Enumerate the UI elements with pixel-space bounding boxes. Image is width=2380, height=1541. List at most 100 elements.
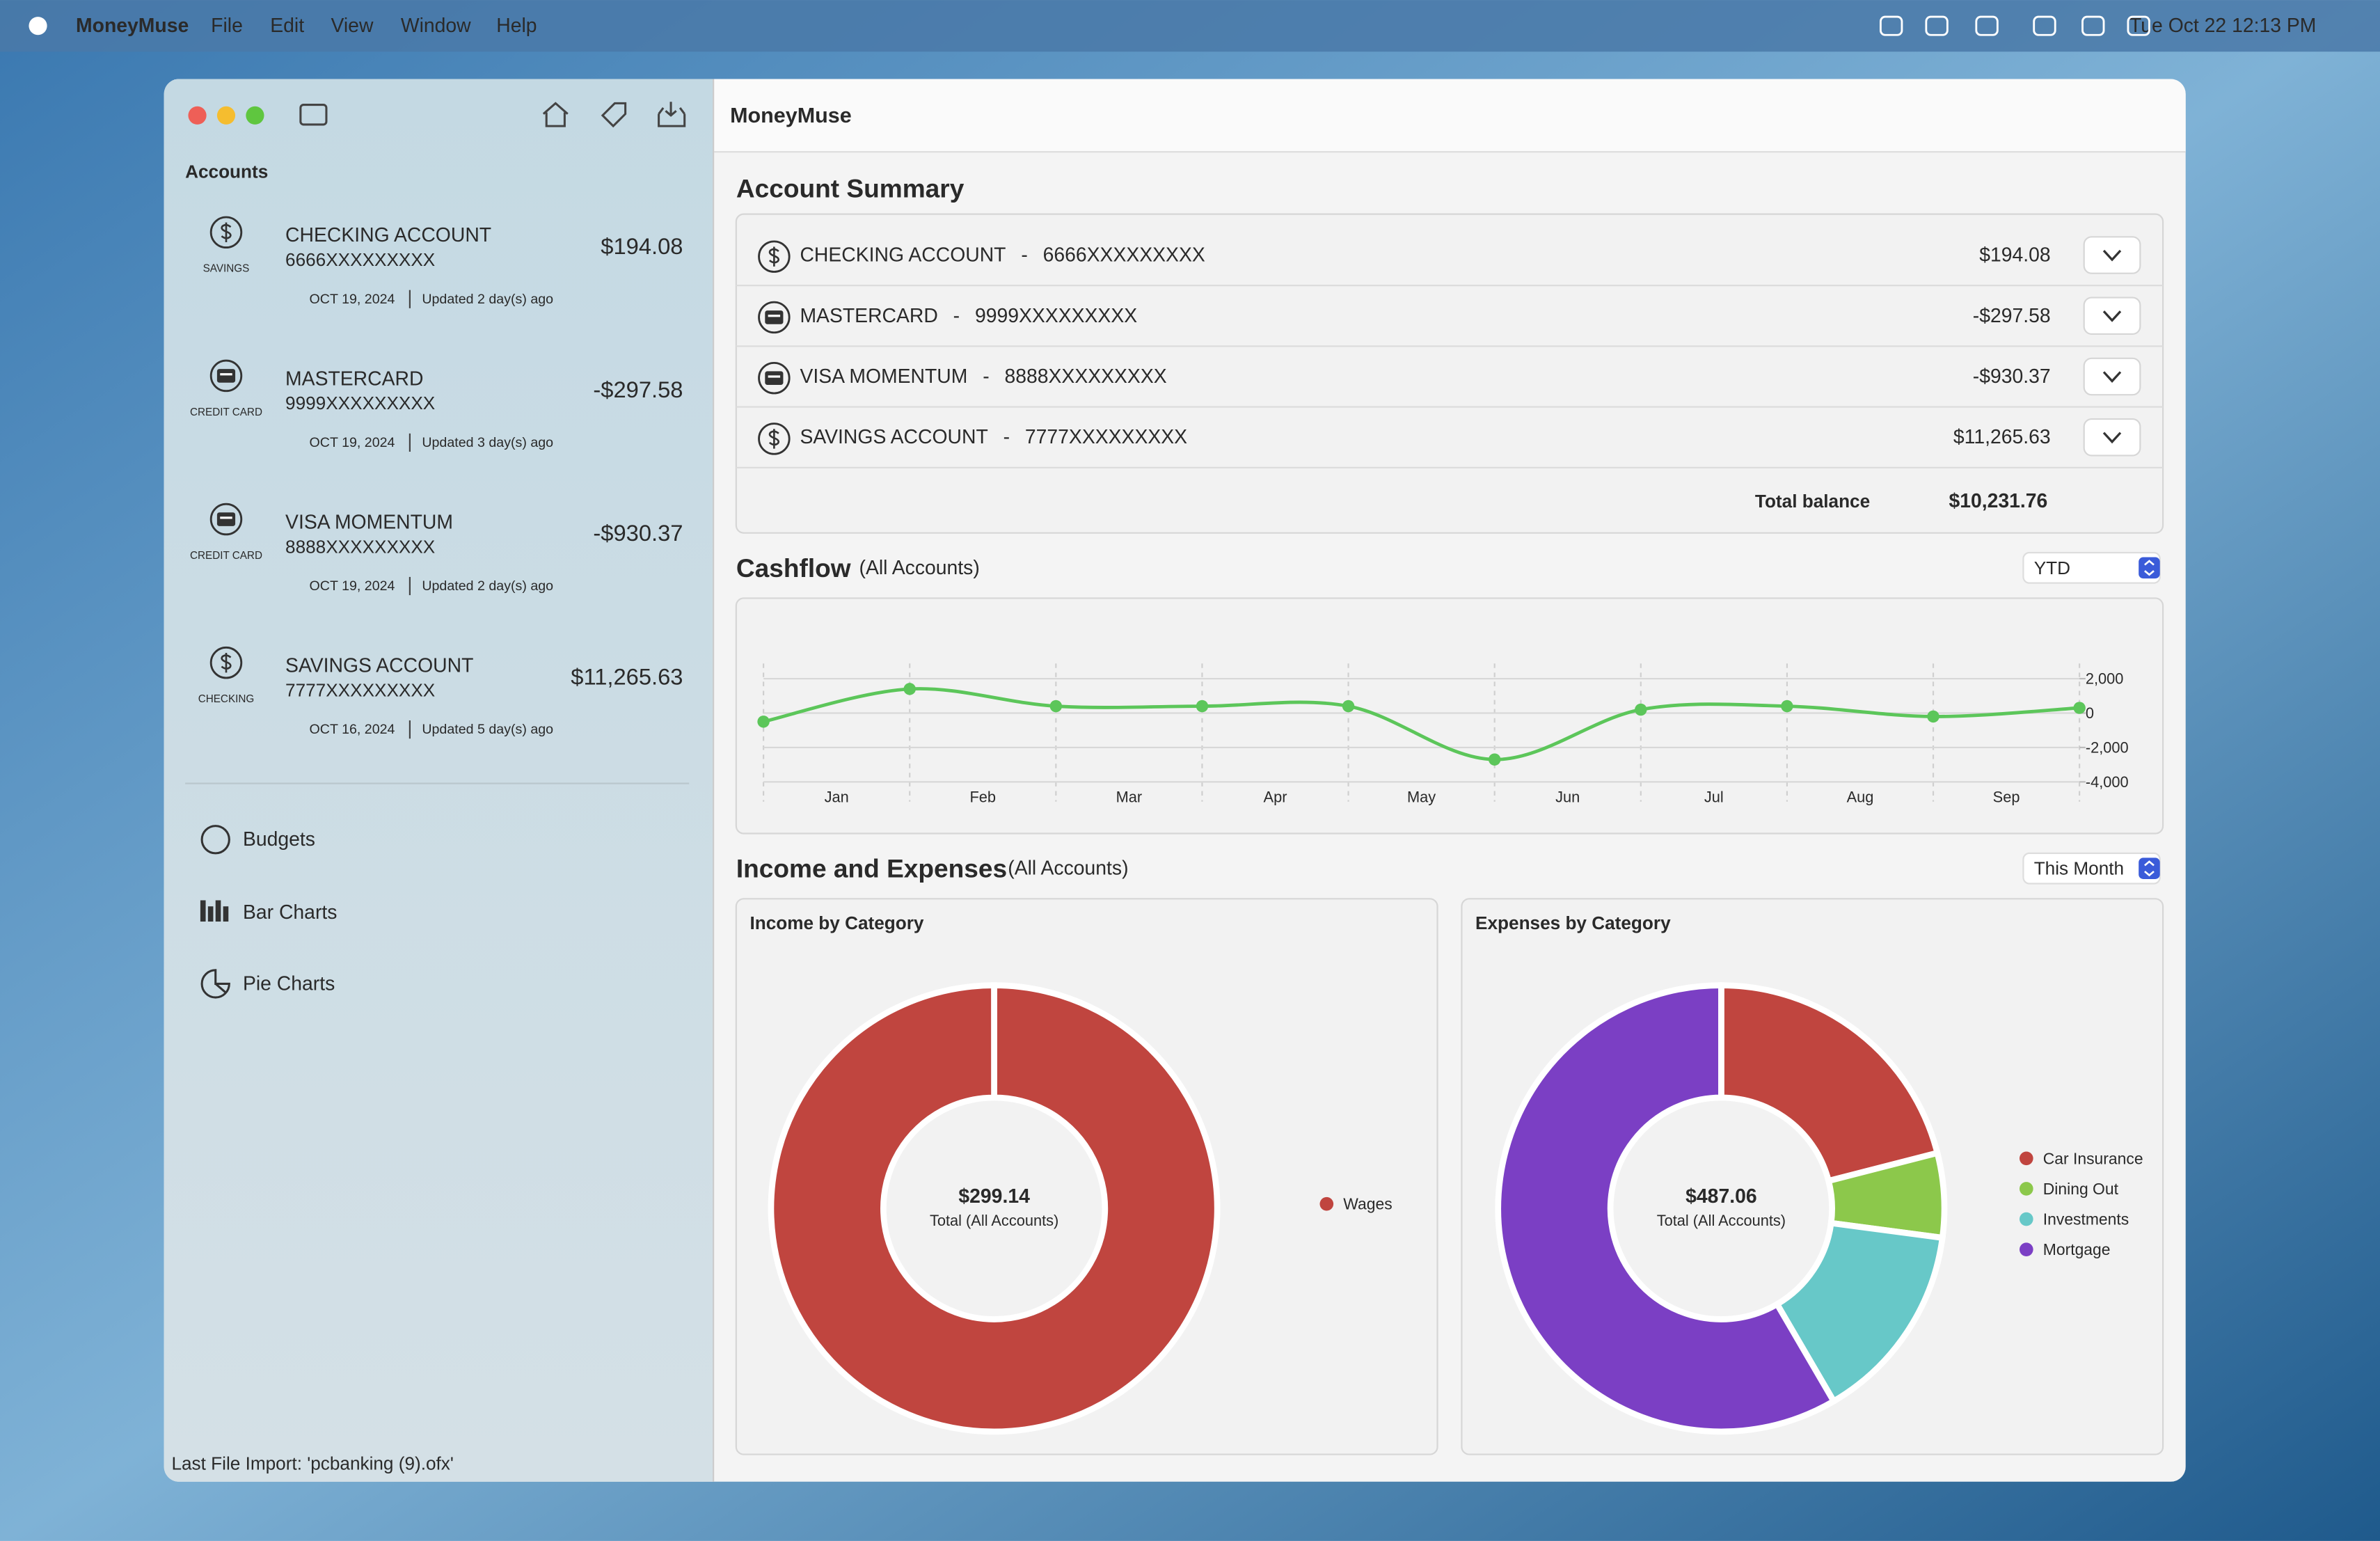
pie-slice	[1718, 982, 1942, 1185]
bar-icon	[200, 900, 206, 922]
account-name: CHECKING ACCOUNT	[800, 244, 1006, 267]
account-number: 8888XXXXXXXXX	[1004, 365, 1166, 388]
nav-item: Budgets	[243, 828, 315, 851]
expand-button[interactable]	[2083, 418, 2141, 457]
account-kind: SAVINGS	[203, 263, 250, 275]
account-number: 6666XXXXXXXXX	[1043, 244, 1205, 267]
card-glyph	[765, 371, 784, 385]
expand-button[interactable]	[2083, 236, 2141, 274]
account-name: MASTERCARD	[800, 305, 937, 327]
account-icon	[758, 361, 791, 395]
toolbar-icons	[299, 102, 686, 128]
status-icon	[1925, 15, 1949, 36]
separator: -	[1003, 426, 1010, 448]
account-label: SAVINGS ACCOUNT -7777XXXXXXXXX	[800, 426, 1187, 448]
period-value: YTD	[2034, 558, 2070, 578]
legend-swatch	[2019, 1242, 2033, 1256]
account-number: 9999XXXXXXXXX	[975, 305, 1137, 327]
account-number: 6666XXXXXXXXX	[285, 249, 435, 270]
section-title: Cashflow	[736, 553, 851, 583]
period-value: This Month	[2034, 858, 2124, 879]
pie-slice	[1772, 1219, 1946, 1406]
tag-icon[interactable]	[601, 102, 627, 128]
dollar-glyph	[768, 246, 780, 267]
legend-swatch	[1319, 1196, 1334, 1211]
account-number: 7777XXXXXXXXX	[1025, 426, 1187, 448]
chevron	[2102, 249, 2122, 262]
account-date: OCT 16, 2024	[310, 722, 395, 737]
app-menu: MoneyMuse	[76, 15, 189, 37]
account-date: OCT 19, 2024	[310, 435, 395, 450]
chevron	[2102, 310, 2122, 322]
account-updated: Updated 2 day(s) ago	[422, 292, 553, 307]
y-tick-label: -2,000	[2086, 738, 2129, 756]
account-kind: CREDIT CARD	[190, 550, 262, 562]
card-title: Income by Category	[749, 912, 923, 933]
center-value: $487.06	[1685, 1185, 1756, 1208]
menu-item: View	[331, 15, 373, 37]
account-icon	[758, 301, 791, 334]
minimize-button[interactable]	[216, 106, 236, 125]
status-icon	[2127, 15, 2150, 36]
home-icon[interactable]	[542, 102, 569, 127]
y-tick-label: -4,000	[2086, 773, 2129, 791]
section-title: Income and Expenses	[736, 854, 1007, 883]
account-balance: -$930.37	[593, 520, 683, 546]
account-date: OCT 19, 2024	[310, 578, 395, 594]
data-point	[2073, 702, 2086, 714]
card-glyph	[765, 310, 784, 324]
zoom-button[interactable]	[246, 106, 264, 125]
y-tick-label: 0	[2086, 704, 2094, 722]
bar-icon	[223, 906, 229, 922]
legend-swatch	[2019, 1182, 2033, 1196]
sidebar-heading: Accounts	[185, 161, 268, 182]
pie-icon	[200, 969, 230, 999]
sidebar	[164, 79, 714, 1482]
bar-icon	[215, 900, 221, 922]
account-icon	[758, 422, 791, 455]
menu-item: Edit	[270, 15, 304, 37]
section-scope: (All Accounts)	[1008, 858, 1128, 880]
data-point	[1196, 700, 1209, 713]
close-button[interactable]	[188, 106, 207, 125]
legend-label: Car Insurance	[2043, 1149, 2143, 1167]
account-balance: -$297.58	[1973, 305, 2051, 327]
expand-button[interactable]	[2083, 357, 2141, 396]
legend-label: Investments	[2043, 1210, 2129, 1228]
sidebar-toggle[interactable]	[299, 104, 328, 126]
account-name: SAVINGS ACCOUNT	[285, 655, 473, 677]
center-value: $299.14	[958, 1185, 1030, 1208]
account-kind: CREDIT CARD	[190, 406, 262, 418]
import-icon[interactable]	[658, 102, 686, 127]
status-icon	[1879, 15, 1903, 36]
expand-button[interactable]	[2083, 297, 2141, 335]
x-tick-label: Mar	[1116, 789, 1143, 806]
pie-slice	[768, 982, 1221, 1435]
account-name: SAVINGS ACCOUNT	[800, 426, 987, 448]
legend-swatch	[2019, 1151, 2033, 1166]
footer: Last File Import: 'pcbanking (9).ofx'	[171, 1453, 453, 1474]
data-point	[1781, 700, 1793, 713]
x-tick-label: May	[1407, 789, 1436, 806]
account-updated: Updated 2 day(s) ago	[422, 578, 553, 594]
card-title: Expenses by Category	[1475, 912, 1671, 933]
total-label: Total balance	[1755, 491, 1870, 512]
account-label: VISA MOMENTUM -8888XXXXXXXXX	[800, 365, 1166, 388]
account-number: 8888XXXXXXXXX	[285, 536, 435, 557]
card-glyph	[216, 512, 236, 526]
pie-slice	[1495, 982, 1838, 1435]
section-scope: (All Accounts)	[859, 557, 980, 579]
x-tick-label: Jun	[1555, 789, 1580, 806]
account-kind: CHECKING	[198, 693, 255, 705]
nav-item: Pie Charts	[243, 972, 335, 995]
data-point	[1488, 753, 1501, 766]
account-balance: -$297.58	[593, 377, 683, 402]
data-point	[903, 683, 916, 695]
clock: Tue Oct 22 12:13 PM	[2129, 15, 2316, 37]
legend-swatch	[2019, 1212, 2033, 1226]
account-name: CHECKING ACCOUNT	[285, 224, 491, 246]
account-icon	[209, 646, 243, 679]
data-point	[1927, 710, 1939, 723]
